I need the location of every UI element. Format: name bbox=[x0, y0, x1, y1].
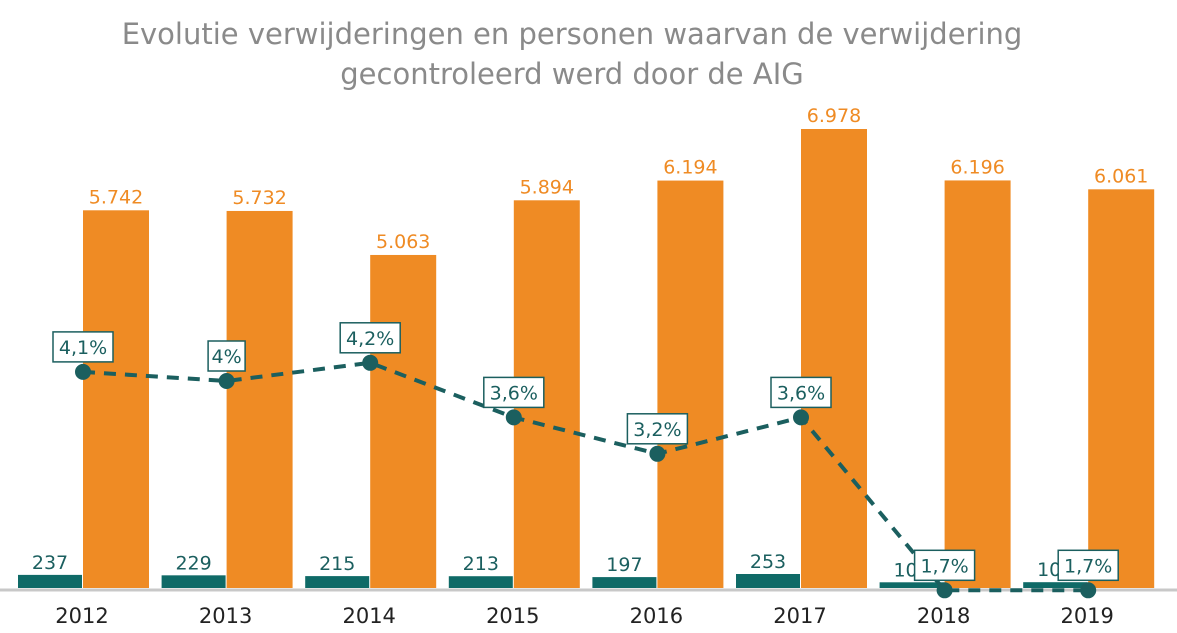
line-label-box-2014 bbox=[339, 322, 401, 354]
line-point-2019 bbox=[1080, 582, 1097, 599]
bar-2014-series-2 bbox=[370, 254, 437, 588]
bar-label-2017-series-2: 6.978 bbox=[807, 105, 861, 127]
bar-label-2013-series-2: 5.732 bbox=[232, 187, 286, 209]
x-tick-2014: 2014 bbox=[342, 604, 395, 628]
chart-title: Evolutie verwijderingen en personen waar… bbox=[122, 17, 1023, 51]
line-point-2013 bbox=[218, 373, 235, 389]
line-point-2014 bbox=[362, 354, 379, 371]
line-label-box-2013 bbox=[207, 340, 246, 372]
line-label-2017: 3,6% bbox=[777, 382, 825, 404]
bar-label-2017-series-1: 253 bbox=[750, 551, 786, 573]
bar-2015-series-1 bbox=[448, 576, 513, 588]
bar-label-2012-series-2: 5.742 bbox=[89, 186, 143, 208]
line-point-2012 bbox=[75, 363, 91, 380]
x-tick-2015: 2015 bbox=[486, 604, 539, 628]
bar-2017-series-1 bbox=[736, 574, 800, 588]
bar-2016-series-2 bbox=[657, 180, 724, 589]
bar-2014-series-1 bbox=[305, 576, 370, 588]
x-tick-2018: 2018 bbox=[917, 604, 970, 628]
x-tick-2017: 2017 bbox=[773, 604, 826, 628]
line-label-box-2012 bbox=[52, 331, 114, 363]
line-point-2018 bbox=[936, 582, 953, 599]
bar-2019-series-2 bbox=[1088, 189, 1155, 588]
bar-2016-series-1 bbox=[592, 577, 657, 588]
bar-label-2019-series-2: 6.061 bbox=[1094, 165, 1148, 187]
bar-label-2018-series-2: 6.196 bbox=[950, 156, 1004, 178]
bar-label-2014-series-2: 5.063 bbox=[376, 231, 430, 253]
line-label-2019: 1,7% bbox=[1064, 555, 1112, 577]
bar-label-2014-series-1: 215 bbox=[319, 553, 355, 575]
bar-label-2016-series-1: 197 bbox=[606, 554, 642, 576]
line-label-box-2017 bbox=[770, 376, 832, 409]
bar-2018-series-2 bbox=[944, 180, 1011, 588]
bar-2017-series-2 bbox=[801, 129, 867, 588]
line-point-2017 bbox=[793, 409, 809, 426]
line-label-box-2019 bbox=[1057, 549, 1119, 582]
line-label-box-2018 bbox=[913, 549, 976, 582]
bar-2019-series-1 bbox=[1023, 582, 1088, 588]
bar-2013-series-2 bbox=[226, 210, 293, 588]
bar-label-2013-series-1: 229 bbox=[175, 552, 211, 574]
bar-2013-series-1 bbox=[161, 575, 226, 588]
bar-2012-series-2 bbox=[83, 210, 149, 588]
x-tick-2019: 2019 bbox=[1060, 604, 1113, 628]
bar-label-2015-series-1: 213 bbox=[463, 553, 499, 575]
x-tick-2016: 2016 bbox=[630, 604, 683, 628]
line-label-2016: 3,2% bbox=[633, 419, 681, 441]
x-tick-2013: 2013 bbox=[199, 604, 252, 628]
line-label-2012: 4,1% bbox=[59, 337, 107, 359]
chart-subtitle: gecontroleerd werd door de AIG bbox=[340, 57, 803, 91]
line-point-2015 bbox=[505, 409, 522, 426]
bar-label-2016-series-2: 6.194 bbox=[663, 157, 717, 179]
bar-2018-series-1 bbox=[879, 582, 944, 588]
line-label-box-2015 bbox=[483, 376, 545, 409]
bar-2012-series-1 bbox=[18, 574, 82, 588]
line-label-2015: 3,6% bbox=[490, 382, 538, 404]
plot-area: 237 5.742 2012 229 5.732 2013 215 5.063 2014 213 5… bbox=[0, 105, 1177, 628]
line-label-box-2016 bbox=[626, 413, 689, 445]
bar-label-2012-series-1: 237 bbox=[32, 552, 68, 574]
bar-label-2015-series-2: 5.894 bbox=[520, 176, 574, 198]
line-label-2014: 4,2% bbox=[346, 328, 394, 350]
line-point-2016 bbox=[649, 445, 666, 462]
line-label-2013: 4% bbox=[212, 346, 242, 368]
line-label-2018: 1,7% bbox=[920, 555, 968, 577]
x-tick-2012: 2012 bbox=[55, 604, 108, 628]
